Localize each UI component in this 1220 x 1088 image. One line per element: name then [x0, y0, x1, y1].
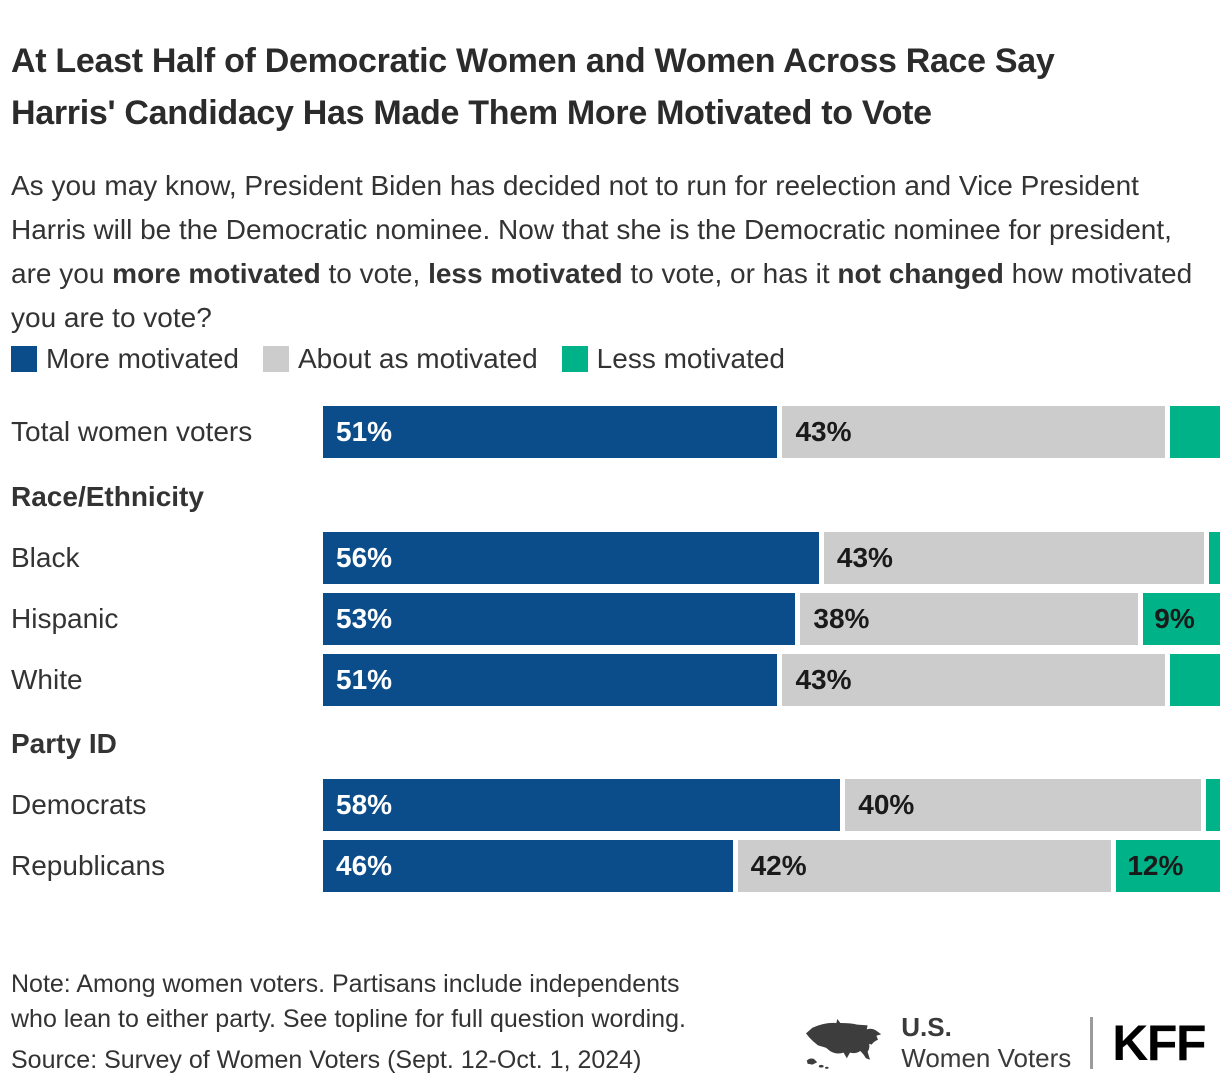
kff-logo: KFF — [1112, 1015, 1206, 1071]
bar-segment-more-motivated: 51% — [323, 654, 778, 706]
bar-segment-less-motivated: 9% — [1143, 593, 1220, 645]
row-label: Republicans — [11, 850, 166, 881]
note-text: Note: Among women voters. Partisans incl… — [11, 967, 686, 1037]
note-line-1: Note: Among women voters. Partisans incl… — [11, 970, 680, 998]
section-header-race-ethnicity: Race/Ethnicity — [11, 481, 204, 512]
bar-row-total-women-voters: Total women voters 51% 43% — [11, 406, 1220, 458]
bar-segment-more-motivated: 51% — [323, 406, 778, 458]
bar-segment-less-motivated — [1209, 532, 1220, 584]
legend-item-less-motivated: Less motivated — [561, 343, 785, 375]
bar-segment-less-motivated — [1170, 654, 1220, 706]
vertical-divider — [1090, 1017, 1094, 1069]
us-map-icon — [802, 1015, 882, 1071]
source-text: Source: Survey of Women Voters (Sept. 12… — [11, 1046, 642, 1074]
row-label: White — [11, 664, 83, 695]
footer-branding: U.S. Women Voters KFF — [802, 1012, 1206, 1074]
row-label: Black — [11, 542, 80, 573]
row-label: Democrats — [11, 789, 147, 820]
legend: More motivated About as motivated Less m… — [11, 343, 785, 375]
legend-swatch-more-motivated — [11, 346, 37, 372]
question-text: As you may know, President Biden has dec… — [11, 170, 1172, 289]
legend-swatch-less-motivated — [561, 346, 588, 372]
bar-segment-more-motivated: 53% — [323, 593, 796, 645]
legend-item-more-motivated: More motivated — [11, 343, 239, 375]
bar-segment-less-motivated — [1170, 406, 1220, 458]
bar-segment-about-as-motivated: 43% — [782, 406, 1166, 458]
bar-segment-about-as-motivated: 38% — [800, 593, 1139, 645]
question-text: how motivated you are to vote? — [11, 258, 1193, 333]
bar-segment-about-as-motivated: 40% — [845, 779, 1202, 831]
bar-segment-more-motivated: 46% — [323, 840, 733, 892]
bar-segment-about-as-motivated: 42% — [737, 840, 1112, 892]
chart-title: At Least Half of Democratic Women and Wo… — [11, 41, 1055, 132]
bar-segment-less-motivated: 12% — [1116, 840, 1220, 892]
question-bold-less-motivated: less motivated — [428, 258, 623, 289]
bar-row-black: Black 56% 43% — [11, 532, 1220, 584]
brand-audience: Women Voters — [901, 1043, 1072, 1073]
stacked-bar: 51% 43% — [323, 654, 1220, 706]
question-bold-not-changed: not changed — [837, 258, 1004, 289]
chart-subtitle-question: As you may know, President Biden has dec… — [11, 164, 1211, 340]
bar-segment-more-motivated: 58% — [323, 779, 841, 831]
section-header-party-id: Party ID — [11, 728, 117, 759]
question-text: to vote, — [320, 258, 429, 289]
bar-row-republicans: Republicans 46% 42% 12% — [11, 840, 1220, 892]
stacked-bar: 58% 40% — [323, 779, 1220, 831]
brand-text: U.S. Women Voters — [901, 1012, 1071, 1074]
legend-label: Less motivated — [596, 343, 785, 374]
bar-row-democrats: Democrats 58% 40% — [11, 779, 1220, 831]
legend-label: More motivated — [46, 343, 239, 374]
note-line-2: who lean to either party. See topline fo… — [11, 1005, 686, 1033]
legend-label: About as motivated — [297, 343, 538, 374]
stacked-bar: 51% 43% — [323, 406, 1220, 458]
stacked-bar: 53% 38% 9% — [323, 593, 1220, 645]
question-text: to vote, or has it — [622, 258, 838, 289]
bar-row-white: White 51% 43% — [11, 654, 1220, 706]
bar-segment-about-as-motivated: 43% — [823, 532, 1204, 584]
bar-row-hispanic: Hispanic 53% 38% 9% — [11, 593, 1220, 645]
brand-region: U.S. — [901, 1012, 952, 1042]
row-label: Hispanic — [11, 603, 119, 634]
row-label: Total women voters — [11, 416, 253, 447]
bar-segment-more-motivated: 56% — [323, 532, 819, 584]
legend-swatch-about-as-motivated — [262, 346, 289, 372]
stacked-bar: 46% 42% 12% — [323, 840, 1220, 892]
bar-segment-less-motivated — [1206, 779, 1220, 831]
question-bold-more-motivated: more motivated — [112, 258, 321, 289]
legend-item-about-as-motivated: About as motivated — [262, 343, 538, 375]
stacked-bar: 56% 43% — [323, 532, 1220, 584]
bar-segment-about-as-motivated: 43% — [782, 654, 1166, 706]
